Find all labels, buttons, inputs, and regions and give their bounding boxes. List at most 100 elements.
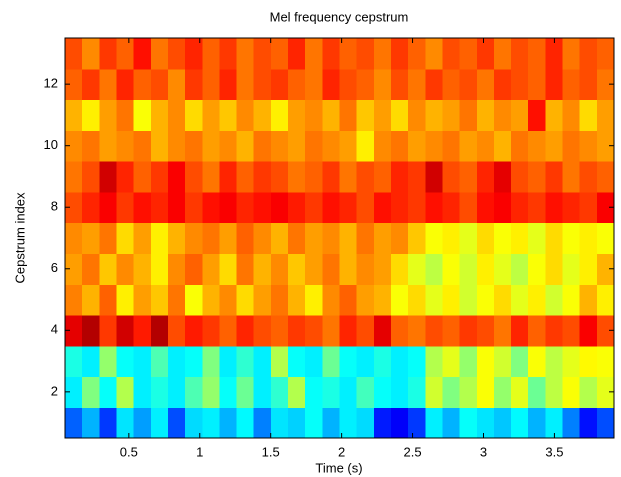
heatmap-cell [99,284,118,316]
heatmap-cell [253,376,272,408]
y-axis-label: Cepstrum index [12,192,27,284]
heatmap-cell [390,38,409,70]
heatmap-cell [185,161,203,193]
heatmap-cell [99,314,118,347]
heatmap-cell [476,314,495,347]
heatmap-cell [219,38,238,70]
heatmap-cell [596,314,615,347]
heatmap-cell [545,161,564,193]
heatmap-cell [253,253,272,285]
heatmap-cell [579,38,598,70]
y-tick-label: 6 [51,260,58,275]
heatmap-cell [322,314,341,347]
heatmap-cell [493,407,512,439]
heatmap-cell [339,253,358,285]
heatmap-cell [408,130,426,162]
heatmap-cell [390,284,409,316]
heatmap-cell [356,222,375,254]
heatmap-cell [288,284,306,316]
heatmap-cell [390,68,409,101]
heatmap-cell [442,376,461,408]
heatmap-cell [579,407,598,439]
heatmap-cell [65,407,83,439]
heatmap-cell [373,376,392,408]
heatmap-cell [493,314,512,347]
heatmap-cell [493,68,512,101]
heatmap-cell [133,191,152,224]
heatmap-cell [408,345,426,378]
heatmap-cell [133,314,152,347]
heatmap-cell [236,284,255,316]
heatmap-cell [219,68,238,101]
heatmap-cell [288,222,306,254]
heatmap-cell [373,345,392,378]
heatmap-cell [459,376,478,408]
heatmap-cell [202,161,221,193]
heatmap-cell [202,376,221,408]
heatmap-cell [270,38,289,70]
heatmap-cell [356,407,375,439]
heatmap [65,38,615,439]
heatmap-cell [202,407,221,439]
heatmap-cell [356,99,375,131]
heatmap-cell [562,222,581,254]
heatmap-cell [562,284,581,316]
heatmap-cell [236,376,255,408]
heatmap-cell [322,253,341,285]
heatmap-cell [167,68,186,101]
heatmap-cell [545,314,564,347]
y-tick-label: 4 [51,322,58,337]
heatmap-cell [150,161,169,193]
heatmap-cell [305,407,323,439]
x-tick-label: 3.5 [545,444,563,459]
heatmap-cell [133,345,152,378]
heatmap-cell [579,314,598,347]
heatmap-cell [65,284,83,316]
heatmap-cell [322,376,341,408]
heatmap-cell [99,130,118,162]
heatmap-cell [167,284,186,316]
heatmap-cell [150,345,169,378]
heatmap-cell [579,130,598,162]
heatmap-cell [339,38,358,70]
heatmap-cell [476,407,495,439]
heatmap-cell [596,345,615,378]
heatmap-cell [425,407,444,439]
heatmap-cell [288,407,306,439]
heatmap-cell [528,161,546,193]
x-tick-label: 2.5 [404,444,422,459]
heatmap-cell [185,345,203,378]
heatmap-cell [185,38,203,70]
heatmap-cell [596,68,615,101]
heatmap-cell [270,222,289,254]
plot-frame [64,37,615,439]
heatmap-cell [236,38,255,70]
heatmap-cell [236,191,255,224]
heatmap-cell [511,222,529,254]
heatmap-cell [65,222,83,254]
heatmap-cell [185,222,203,254]
heatmap-cell [562,376,581,408]
heatmap-cell [528,68,546,101]
heatmap-cell [270,68,289,101]
heatmap-cell [442,68,461,101]
heatmap-cell [65,38,83,70]
heatmap-cell [390,345,409,378]
heatmap-cell [322,99,341,131]
heatmap-cell [133,130,152,162]
heatmap-cell [390,161,409,193]
heatmap-cell [167,130,186,162]
heatmap-cell [459,68,478,101]
heatmap-cell [373,191,392,224]
heatmap-cell [528,376,546,408]
heatmap-cell [236,161,255,193]
heatmap-cell [425,130,444,162]
heatmap-cell [253,345,272,378]
heatmap-cell [82,191,100,224]
y-tick-label: 10 [44,137,58,152]
heatmap-cell [116,191,135,224]
heatmap-cell [167,314,186,347]
heatmap-cell [442,407,461,439]
heatmap-cell [82,253,100,285]
heatmap-cell [511,345,529,378]
